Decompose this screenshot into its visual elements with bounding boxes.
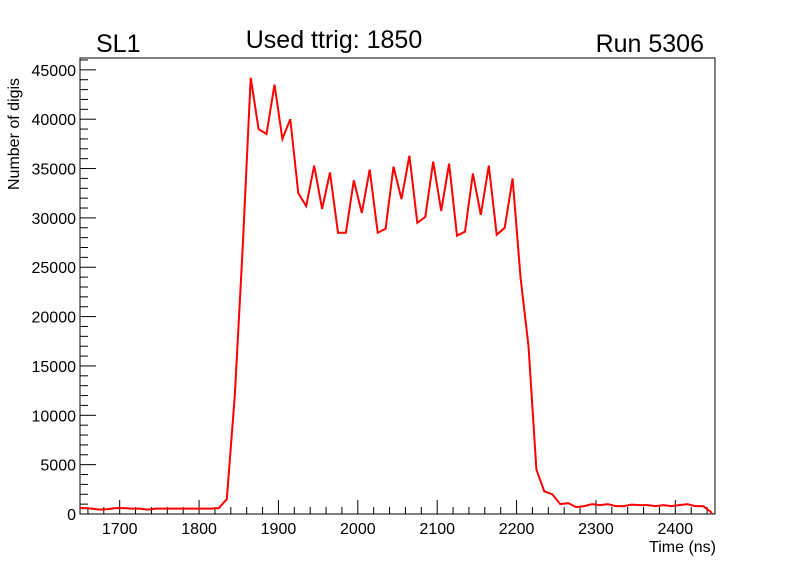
chart-title: Used ttrig: 1850	[246, 26, 423, 54]
y-axis-label: Number of digis	[6, 78, 23, 190]
x-tick-label: 2200	[499, 521, 535, 538]
y-tick-label: 45000	[32, 63, 77, 80]
header-left-label: SL1	[96, 30, 140, 58]
y-tick-label: 0	[67, 507, 76, 524]
y-tick-label: 35000	[32, 162, 77, 179]
y-tick-label: 10000	[32, 408, 77, 425]
x-tick-label: 2100	[419, 521, 455, 538]
x-tick-label: 1700	[102, 521, 138, 538]
y-tick-label: 30000	[32, 211, 77, 228]
plot-frame	[79, 57, 716, 515]
x-tick-label: 2400	[658, 521, 694, 538]
x-tick-label: 2300	[578, 521, 614, 538]
y-tick-label: 15000	[32, 359, 77, 376]
y-tick-label: 25000	[32, 260, 77, 277]
x-axis-label: Time (ns)	[649, 539, 716, 556]
y-tick-label: 5000	[40, 458, 76, 475]
header-right-label: Run 5306	[596, 30, 704, 58]
x-tick-label: 1800	[181, 521, 217, 538]
x-tick-label: 2000	[340, 521, 376, 538]
series-line	[79, 77, 713, 515]
y-tick-label: 20000	[32, 310, 77, 327]
y-tick-label: 40000	[32, 112, 77, 129]
x-tick-label: 1900	[261, 521, 297, 538]
